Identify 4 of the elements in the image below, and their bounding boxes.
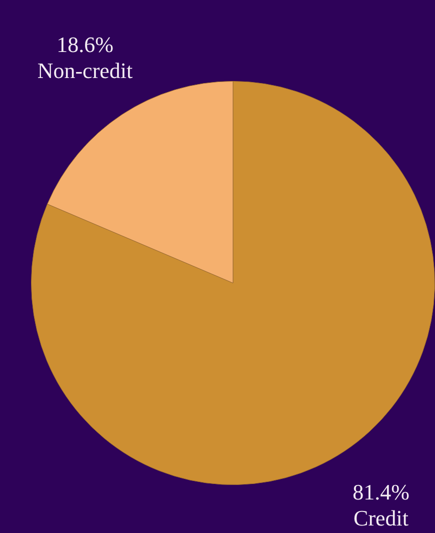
slice-label: Non-credit: [37, 58, 133, 83]
slice-label: Credit: [354, 506, 409, 531]
data-label: 81.4%: [352, 480, 410, 505]
data-label: 18.6%: [56, 32, 114, 57]
